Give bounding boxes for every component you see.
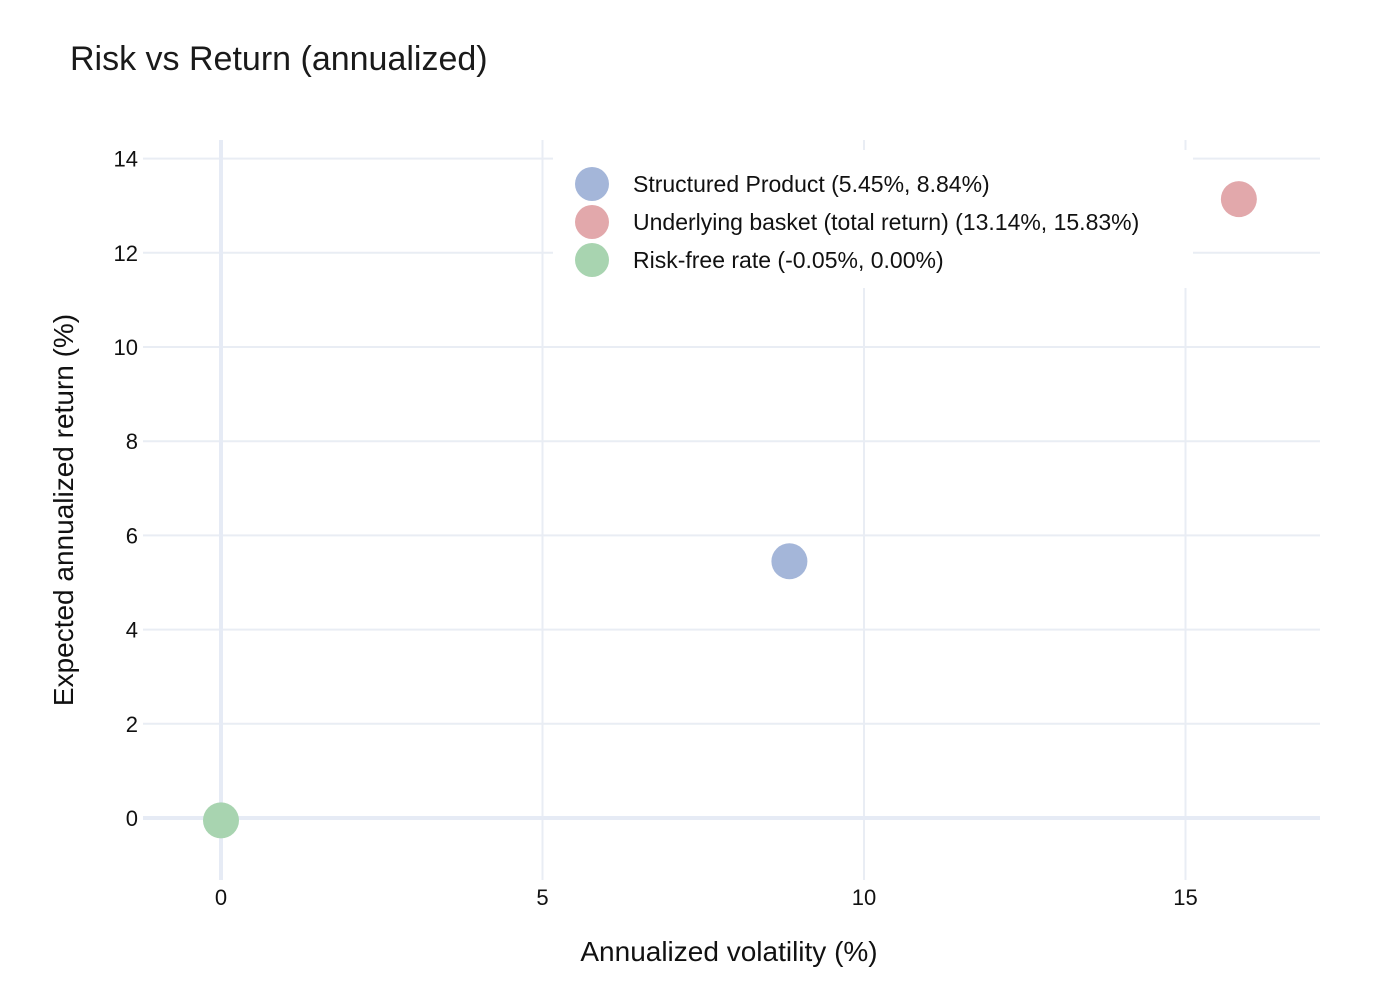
legend: Structured Product (5.45%, 8.84%) Underly… — [553, 150, 1193, 288]
x-tick-label: 5 — [536, 885, 548, 910]
zero-lines — [143, 140, 1320, 880]
legend-label: Risk-free rate (-0.05%, 0.00%) — [633, 247, 944, 273]
y-tick-label: 8 — [126, 429, 138, 454]
y-tick-label: 0 — [126, 806, 138, 831]
x-tick-label: 0 — [215, 885, 227, 910]
legend-marker — [575, 205, 609, 239]
data-point — [203, 802, 239, 839]
data-points — [203, 181, 1257, 839]
y-tick-label: 4 — [126, 618, 138, 643]
legend-marker — [575, 167, 609, 201]
y-tick-label: 12 — [114, 241, 138, 266]
data-point — [771, 543, 808, 580]
y-tick-label: 14 — [114, 147, 138, 172]
x-tick-label: 15 — [1173, 885, 1197, 910]
y-tick-labels: 0 2 4 6 8 10 12 14 — [114, 147, 138, 831]
x-axis-title: Annualized volatility (%) — [580, 936, 877, 967]
y-axis-title: Expected annualized return (%) — [48, 314, 79, 706]
legend-background — [553, 150, 1193, 288]
chart-title: Risk vs Return (annualized) — [70, 40, 488, 78]
data-point — [1220, 181, 1257, 218]
y-tick-label: 2 — [126, 712, 138, 737]
y-tick-label: 10 — [114, 335, 138, 360]
legend-label: Underlying basket (total return) (13.14%… — [633, 209, 1139, 235]
x-tick-labels: 0 5 10 15 — [215, 885, 1198, 910]
y-tick-label: 6 — [126, 523, 138, 548]
legend-marker — [575, 243, 609, 277]
x-tick-label: 10 — [852, 885, 876, 910]
legend-label: Structured Product (5.45%, 8.84%) — [633, 171, 990, 197]
